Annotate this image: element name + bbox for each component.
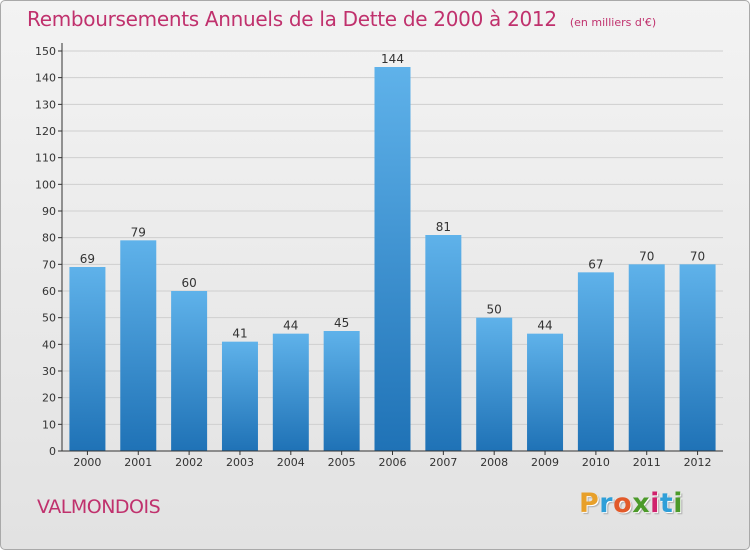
- y-tick-label: 120: [35, 125, 56, 138]
- y-tick-label: 80: [42, 232, 56, 245]
- y-tick-label: 70: [42, 258, 56, 271]
- bar-value-label: 144: [381, 52, 404, 66]
- bar-value-label: 45: [334, 316, 349, 330]
- bar-2007: [425, 235, 462, 451]
- y-tick-label: 130: [35, 98, 56, 111]
- logo-letter: i: [650, 488, 660, 519]
- city-name: VALMONDOIS: [37, 496, 161, 518]
- bar-2010: [577, 272, 614, 451]
- bar-2012: [679, 264, 716, 451]
- bar-2005: [323, 331, 360, 451]
- y-tick-label: 10: [42, 418, 56, 431]
- bar-2008: [476, 317, 513, 451]
- x-tick-label: 2003: [226, 456, 254, 469]
- bar-2006: [374, 67, 411, 451]
- bar-2002: [171, 291, 208, 451]
- logo-letter: r: [599, 488, 614, 519]
- logo-letter: P: [579, 488, 600, 519]
- x-tick-label: 2004: [277, 456, 305, 469]
- logo-letter: i: [673, 488, 684, 519]
- y-tick-label: 30: [42, 365, 56, 378]
- bar-2001: [120, 240, 157, 451]
- bar-2004: [272, 333, 309, 451]
- y-tick-label: 140: [35, 72, 56, 85]
- bar-value-label: 81: [436, 220, 451, 234]
- bar-2011: [628, 264, 665, 451]
- title-row: Remboursements Annuels de la Dette de 20…: [27, 7, 656, 31]
- bar-value-label: 44: [537, 319, 552, 333]
- y-tick-label: 20: [42, 392, 56, 405]
- x-tick-label: 2012: [684, 456, 712, 469]
- x-tick-label: 2011: [633, 456, 661, 469]
- bar-value-label: 44: [283, 319, 298, 333]
- logo-letter: t: [659, 488, 674, 519]
- bars: 69 79 60 41 44 45 144 81 50 44 67 70 70: [69, 52, 716, 451]
- x-tick-label: 2000: [73, 456, 101, 469]
- logo-letter: x: [632, 488, 651, 519]
- y-tick-label: 100: [35, 178, 56, 191]
- x-axis: 2000 2001 2002 2003 2004 2005 2006 2007 2008 2009…: [62, 450, 723, 469]
- bar-value-label: 41: [232, 327, 247, 341]
- x-tick-label: 2010: [582, 456, 610, 469]
- y-tick-label: 110: [35, 152, 56, 165]
- bar-2003: [221, 341, 258, 451]
- y-tick-label: 0: [49, 445, 56, 458]
- proxiti-logo: Proxiti: [579, 488, 683, 519]
- x-tick-label: 2005: [328, 456, 356, 469]
- y-tick-label: 60: [42, 285, 56, 298]
- bar-value-label: 50: [487, 303, 502, 317]
- chart-title: Remboursements Annuels de la Dette de 20…: [27, 7, 557, 31]
- y-tick-label: 90: [42, 205, 56, 218]
- bar-2009: [527, 333, 564, 451]
- bar-value-label: 70: [639, 249, 654, 263]
- y-tick-label: 150: [35, 45, 56, 58]
- bar-value-label: 67: [588, 257, 603, 271]
- x-tick-label: 2007: [429, 456, 457, 469]
- y-tick-label: 40: [42, 338, 56, 351]
- bar-value-label: 60: [181, 276, 196, 290]
- x-tick-label: 2001: [124, 456, 152, 469]
- x-tick-label: 2006: [379, 456, 407, 469]
- x-tick-label: 2008: [480, 456, 508, 469]
- bar-2000: [69, 267, 106, 451]
- y-axis: 0 10 20 30 40 50 60 70 80 90 100 110 120 130 140 150: [35, 43, 63, 458]
- bar-value-label: 79: [131, 225, 146, 239]
- bar-value-label: 70: [690, 249, 705, 263]
- chart-unit: (en milliers d'€): [569, 16, 657, 29]
- x-tick-label: 2002: [175, 456, 203, 469]
- bar-value-label: 69: [80, 252, 95, 266]
- x-tick-label: 2009: [531, 456, 559, 469]
- logo-letter: o: [613, 488, 633, 519]
- y-tick-label: 50: [42, 312, 56, 325]
